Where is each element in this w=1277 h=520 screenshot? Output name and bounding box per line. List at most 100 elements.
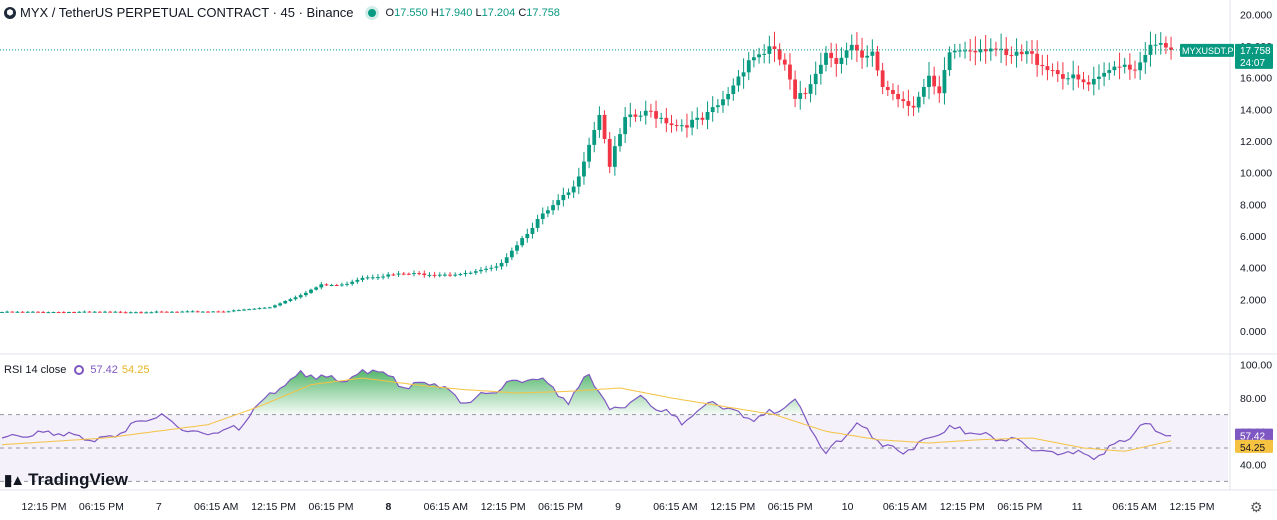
candle — [1148, 44, 1153, 55]
candle — [921, 86, 926, 97]
candle — [695, 117, 700, 120]
candle — [499, 262, 504, 267]
candle — [628, 114, 633, 118]
candle — [1076, 74, 1081, 80]
time-tick-label: 12:15 PM — [1170, 501, 1215, 513]
candle — [1122, 64, 1127, 67]
time-tick-label: 12:15 PM — [710, 501, 755, 513]
candle — [968, 50, 973, 52]
rsi-ma-value: 54.25 — [121, 364, 150, 376]
candle — [206, 311, 210, 313]
tradingview-logo[interactable]: ▮▲ TradingView — [4, 470, 128, 490]
candle — [679, 125, 684, 127]
candle — [767, 46, 772, 54]
candle — [1091, 78, 1096, 85]
candle — [829, 52, 834, 59]
countdown-label: 24:07 — [1240, 58, 1265, 69]
candle — [412, 273, 416, 275]
candle — [612, 146, 617, 167]
rsi-legend[interactable]: RSI 14 close 57.42 54.25 — [4, 364, 149, 376]
candle — [252, 308, 257, 310]
candle — [1133, 69, 1137, 71]
candle — [1071, 74, 1076, 79]
candle — [391, 274, 396, 276]
candle — [345, 283, 349, 285]
candle — [607, 138, 612, 167]
price-tick-label: 8.000 — [1240, 199, 1266, 211]
rsi-settings-icon[interactable] — [74, 365, 85, 375]
candle — [726, 93, 731, 100]
candle — [278, 303, 282, 306]
candle — [329, 284, 334, 286]
candle — [139, 312, 143, 314]
candle — [381, 276, 385, 278]
time-tick-label: 06:15 PM — [309, 501, 354, 513]
candle — [1066, 78, 1070, 80]
candle — [973, 50, 978, 53]
candle — [396, 273, 401, 275]
candle — [303, 292, 308, 296]
candle — [942, 70, 947, 94]
price-tick-label: 12.000 — [1240, 136, 1272, 148]
candle — [1040, 64, 1045, 67]
time-tick-label: 06:15 AM — [424, 501, 468, 513]
market-status-icon — [367, 8, 376, 17]
candle — [504, 257, 509, 263]
time-tick-label: 06:15 PM — [768, 501, 813, 513]
candle — [870, 51, 875, 56]
candle — [736, 76, 741, 86]
candle — [891, 89, 895, 94]
time-tick-label: 06:15 AM — [194, 501, 238, 513]
candle — [1164, 43, 1168, 48]
rsi-line — [1, 368, 1172, 461]
candle — [401, 273, 406, 275]
candle — [175, 311, 179, 313]
candle — [772, 46, 777, 50]
candle — [350, 281, 355, 284]
candle — [896, 93, 900, 100]
symbol-title[interactable]: MYX / TetherUS PERPETUAL CONTRACT · 45 ·… — [20, 5, 354, 20]
rsi-tick-label: 100.00 — [1240, 360, 1272, 372]
candle — [994, 48, 998, 50]
candle — [788, 64, 792, 80]
time-tick-label: 12:15 PM — [251, 501, 296, 513]
candle — [638, 115, 643, 117]
candle — [530, 227, 535, 234]
candle — [489, 267, 494, 269]
price-tick-label: 2.000 — [1240, 294, 1266, 306]
candle — [880, 70, 885, 88]
exchange-logo-icon: ⬢ — [4, 6, 16, 19]
candle — [633, 114, 638, 117]
candle — [741, 72, 746, 77]
candle — [947, 52, 952, 71]
candle — [669, 123, 674, 126]
symbol-legend: ⬢ MYX / TetherUS PERPETUAL CONTRACT · 45… — [4, 5, 560, 20]
candle — [1086, 82, 1091, 85]
candle — [108, 311, 113, 313]
candle — [777, 49, 782, 60]
price-tick-label: 10.000 — [1240, 168, 1272, 180]
rsi-ma-tag — [1235, 439, 1273, 453]
candle — [237, 310, 241, 312]
candle — [916, 96, 921, 108]
candle — [386, 274, 391, 277]
candle — [587, 144, 591, 162]
candle — [324, 284, 329, 286]
candle — [690, 119, 694, 128]
gear-icon[interactable]: ⚙ — [1250, 499, 1263, 515]
candle — [319, 284, 324, 288]
candle — [710, 107, 715, 113]
candle — [901, 99, 906, 102]
candle — [618, 134, 622, 147]
candle — [221, 311, 226, 313]
candle — [1107, 70, 1112, 73]
candle — [211, 311, 216, 313]
candle — [1127, 64, 1132, 70]
candle — [283, 300, 288, 304]
time-tick-label: 12:15 PM — [481, 501, 526, 513]
candle — [36, 311, 40, 313]
candle — [654, 111, 658, 119]
rsi-tick-label: 80.00 — [1240, 393, 1266, 405]
candle — [546, 210, 550, 214]
